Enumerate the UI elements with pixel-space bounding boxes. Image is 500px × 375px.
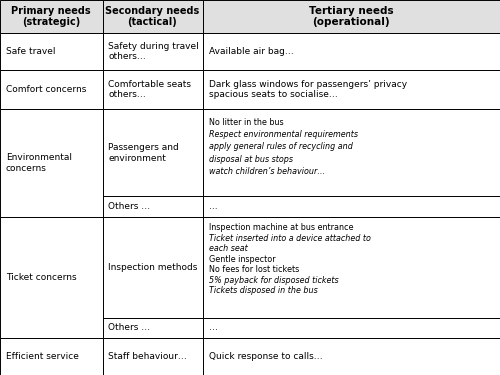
Text: apply general rules of recycling and: apply general rules of recycling and bbox=[208, 142, 352, 152]
Text: Tertiary needs
(operational): Tertiary needs (operational) bbox=[309, 6, 394, 27]
Text: Efficient service: Efficient service bbox=[6, 352, 79, 361]
Text: Safe travel: Safe travel bbox=[6, 47, 56, 56]
Polygon shape bbox=[0, 33, 102, 70]
Text: Ticket concerns: Ticket concerns bbox=[6, 273, 76, 282]
Text: Passengers and
environment: Passengers and environment bbox=[108, 143, 179, 163]
Polygon shape bbox=[102, 0, 202, 33]
Text: Quick response to calls…: Quick response to calls… bbox=[208, 352, 322, 361]
Polygon shape bbox=[102, 70, 202, 110]
Polygon shape bbox=[202, 318, 500, 338]
Polygon shape bbox=[102, 196, 202, 217]
Text: Others …: Others … bbox=[108, 324, 150, 333]
Polygon shape bbox=[0, 110, 102, 217]
Text: Primary needs
(strategic): Primary needs (strategic) bbox=[12, 6, 91, 27]
Text: …: … bbox=[208, 324, 218, 333]
Text: Others …: Others … bbox=[108, 202, 150, 211]
Text: Environmental
concerns: Environmental concerns bbox=[6, 153, 72, 173]
Text: Gentle inspector: Gentle inspector bbox=[208, 255, 275, 264]
Polygon shape bbox=[102, 217, 202, 318]
Text: No litter in the bus: No litter in the bus bbox=[208, 118, 283, 127]
Polygon shape bbox=[0, 0, 102, 33]
Polygon shape bbox=[202, 110, 500, 196]
Text: Ticket inserted into a device attached to: Ticket inserted into a device attached t… bbox=[208, 234, 370, 243]
Text: ...: ... bbox=[208, 202, 217, 211]
Polygon shape bbox=[102, 33, 202, 70]
Text: Comfortable seats
others…: Comfortable seats others… bbox=[108, 80, 192, 99]
Polygon shape bbox=[202, 217, 500, 318]
Text: watch children’s behaviour…: watch children’s behaviour… bbox=[208, 167, 325, 176]
Polygon shape bbox=[0, 338, 102, 375]
Text: each seat: each seat bbox=[208, 244, 248, 254]
Polygon shape bbox=[102, 338, 202, 375]
Polygon shape bbox=[202, 338, 500, 375]
Text: Inspection machine at bus entrance: Inspection machine at bus entrance bbox=[208, 224, 353, 232]
Polygon shape bbox=[202, 196, 500, 217]
Polygon shape bbox=[102, 318, 202, 338]
Text: Comfort concerns: Comfort concerns bbox=[6, 85, 86, 94]
Text: Safety during travel
others…: Safety during travel others… bbox=[108, 42, 199, 61]
Text: 5% payback for disposed tickets: 5% payback for disposed tickets bbox=[208, 276, 338, 285]
Polygon shape bbox=[202, 33, 500, 70]
Text: Respect environmental requirements: Respect environmental requirements bbox=[208, 130, 358, 139]
Polygon shape bbox=[0, 217, 102, 338]
Text: Staff behaviour…: Staff behaviour… bbox=[108, 352, 187, 361]
Text: disposal at bus stops: disposal at bus stops bbox=[208, 155, 292, 164]
Text: Secondary needs
(tactical): Secondary needs (tactical) bbox=[106, 6, 200, 27]
Polygon shape bbox=[102, 110, 202, 196]
Text: Dark glass windows for passengers’ privacy
spacious seats to socialise…: Dark glass windows for passengers’ priva… bbox=[208, 80, 406, 99]
Text: Available air bag…: Available air bag… bbox=[208, 47, 293, 56]
Text: Inspection methods: Inspection methods bbox=[108, 263, 198, 272]
Text: Tickets disposed in the bus: Tickets disposed in the bus bbox=[208, 286, 318, 296]
Text: No fees for lost tickets: No fees for lost tickets bbox=[208, 266, 299, 274]
Polygon shape bbox=[202, 0, 500, 33]
Polygon shape bbox=[0, 70, 102, 110]
Polygon shape bbox=[202, 70, 500, 110]
